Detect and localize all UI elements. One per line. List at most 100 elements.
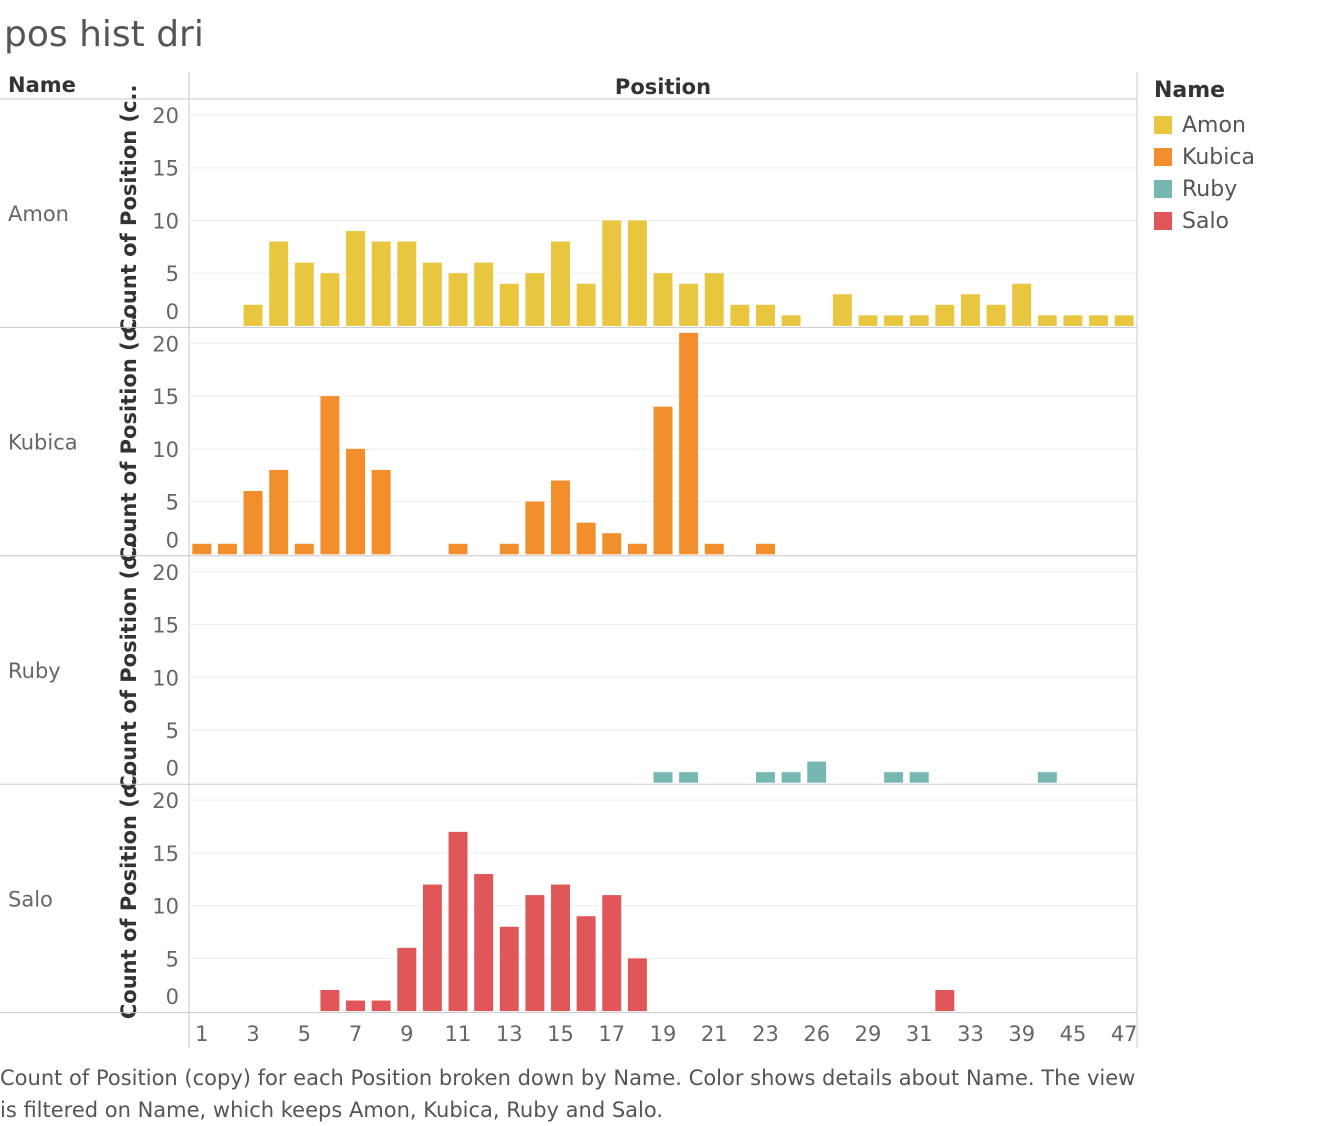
x-tick-label: 1: [195, 1022, 208, 1046]
bar-salo-13: [499, 926, 519, 1012]
x-tick-label: 23: [752, 1022, 779, 1046]
bar-amon-11: [448, 273, 468, 326]
y-tick-label-amon: 15: [152, 157, 179, 181]
bar-salo-12: [474, 874, 494, 1012]
legend-label-amon: Amon: [1182, 112, 1246, 138]
bar-amon-33: [960, 294, 980, 326]
bar-kubica-2: [217, 543, 237, 555]
bar-amon-23: [756, 304, 775, 326]
bar-kubica-13: [499, 543, 519, 555]
x-tick-label: 13: [496, 1022, 523, 1046]
bar-salo-14: [525, 895, 545, 1012]
bar-kubica-23: [756, 543, 775, 555]
y-tick-label-salo: 15: [152, 842, 179, 866]
bar-salo-9: [397, 947, 417, 1012]
bar-amon-21: [704, 273, 724, 326]
y-tick-label-amon: 5: [166, 262, 179, 286]
legend-swatch-amon: [1154, 116, 1172, 134]
y-tick-label-amon: 10: [152, 209, 179, 233]
bar-ruby-31: [909, 772, 929, 783]
bar-kubica-1: [192, 543, 212, 555]
column-header-label: Position: [615, 75, 711, 99]
x-tick-label: 21: [701, 1022, 728, 1046]
x-tick-label: 29: [855, 1022, 882, 1046]
legend-item-salo[interactable]: Salo: [1154, 205, 1255, 237]
bar-salo-18: [627, 958, 647, 1012]
bar-salo-15: [551, 884, 570, 1012]
y-tick-label-salo: 20: [152, 789, 179, 813]
y-tick-label-kubica: 0: [166, 528, 179, 552]
bar-kubica-8: [371, 469, 391, 555]
y-tick-label-salo: 10: [152, 895, 179, 919]
legend-swatch-salo: [1154, 212, 1172, 230]
bar-amon-30: [884, 315, 904, 326]
bar-amon-6: [320, 273, 340, 326]
x-tick-label: 26: [803, 1022, 830, 1046]
bar-amon-13: [499, 283, 519, 326]
x-tick-label: 19: [650, 1022, 677, 1046]
y-axis-title-amon: Count of Position (c..: [117, 84, 141, 333]
bar-kubica-19: [653, 406, 673, 555]
bar-salo-11: [448, 831, 468, 1012]
row-label-kubica: Kubica: [8, 431, 78, 455]
bar-amon-15: [551, 241, 570, 326]
bar-kubica-20: [679, 332, 699, 555]
x-tick-label: 3: [246, 1022, 259, 1046]
bar-kubica-17: [602, 533, 622, 555]
bar-salo-7: [346, 1000, 366, 1012]
legend-title: Name: [1154, 78, 1226, 103]
bar-amon-12: [474, 262, 494, 326]
row-label-ruby: Ruby: [8, 659, 61, 683]
x-tick-label: 7: [349, 1022, 362, 1046]
bar-kubica-6: [320, 396, 340, 555]
x-tick-label: 5: [298, 1022, 311, 1046]
x-tick-label: 39: [1008, 1022, 1035, 1046]
y-tick-label-amon: 0: [166, 300, 179, 324]
bar-salo-16: [576, 916, 596, 1012]
bar-salo-17: [602, 895, 622, 1012]
bar-salo-10: [422, 884, 442, 1012]
bar-ruby-26: [807, 761, 827, 783]
legend-label-ruby: Ruby: [1182, 176, 1238, 202]
chart-caption: Count of Position (copy) for each Positi…: [0, 1066, 1136, 1122]
bar-amon-39: [1012, 283, 1032, 326]
bar-amon-8: [371, 241, 391, 326]
y-tick-label-kubica: 10: [152, 438, 179, 462]
x-tick-label: 31: [906, 1022, 933, 1046]
y-tick-label-kubica: 15: [152, 385, 179, 409]
y-tick-label-ruby: 0: [166, 757, 179, 781]
bar-amon-24: [781, 315, 801, 326]
bar-salo-6: [320, 990, 340, 1012]
bar-amon-3: [243, 304, 263, 326]
color-legend: Name Amon Kubica Ruby Salo: [1154, 78, 1255, 237]
y-tick-label-ruby: 10: [152, 666, 179, 690]
y-tick-label-ruby: 5: [166, 719, 179, 743]
bar-amon-18: [627, 220, 647, 326]
bar-salo-8: [371, 1000, 391, 1012]
bar-amon-10: [422, 262, 442, 326]
bar-ruby-23: [756, 772, 775, 783]
bar-amon-29: [858, 315, 878, 326]
x-tick-label: 47: [1111, 1022, 1138, 1046]
bar-amon-22: [730, 304, 750, 326]
legend-item-ruby[interactable]: Ruby: [1154, 173, 1255, 205]
bar-amon-34: [986, 304, 1006, 326]
bar-kubica-11: [448, 543, 468, 555]
row-header-label: Name: [8, 73, 76, 97]
bar-amon-45: [1063, 315, 1083, 326]
bar-kubica-16: [576, 522, 596, 555]
bar-salo-32: [935, 990, 955, 1012]
legend-item-amon[interactable]: Amon: [1154, 109, 1255, 141]
bar-kubica-5: [294, 543, 314, 555]
bar-amon-5: [294, 262, 314, 326]
y-axis-title-ruby: Count of Position (c..: [117, 541, 141, 790]
bar-ruby-20: [679, 772, 699, 783]
legend-label-salo: Salo: [1182, 208, 1230, 234]
y-tick-label-salo: 0: [166, 985, 179, 1009]
x-tick-label: 11: [445, 1022, 472, 1046]
y-tick-label-salo: 5: [166, 947, 179, 971]
bar-amon-47: [1114, 315, 1134, 326]
bar-amon-19: [653, 273, 673, 326]
legend-item-kubica[interactable]: Kubica: [1154, 141, 1255, 173]
bar-kubica-14: [525, 501, 545, 555]
